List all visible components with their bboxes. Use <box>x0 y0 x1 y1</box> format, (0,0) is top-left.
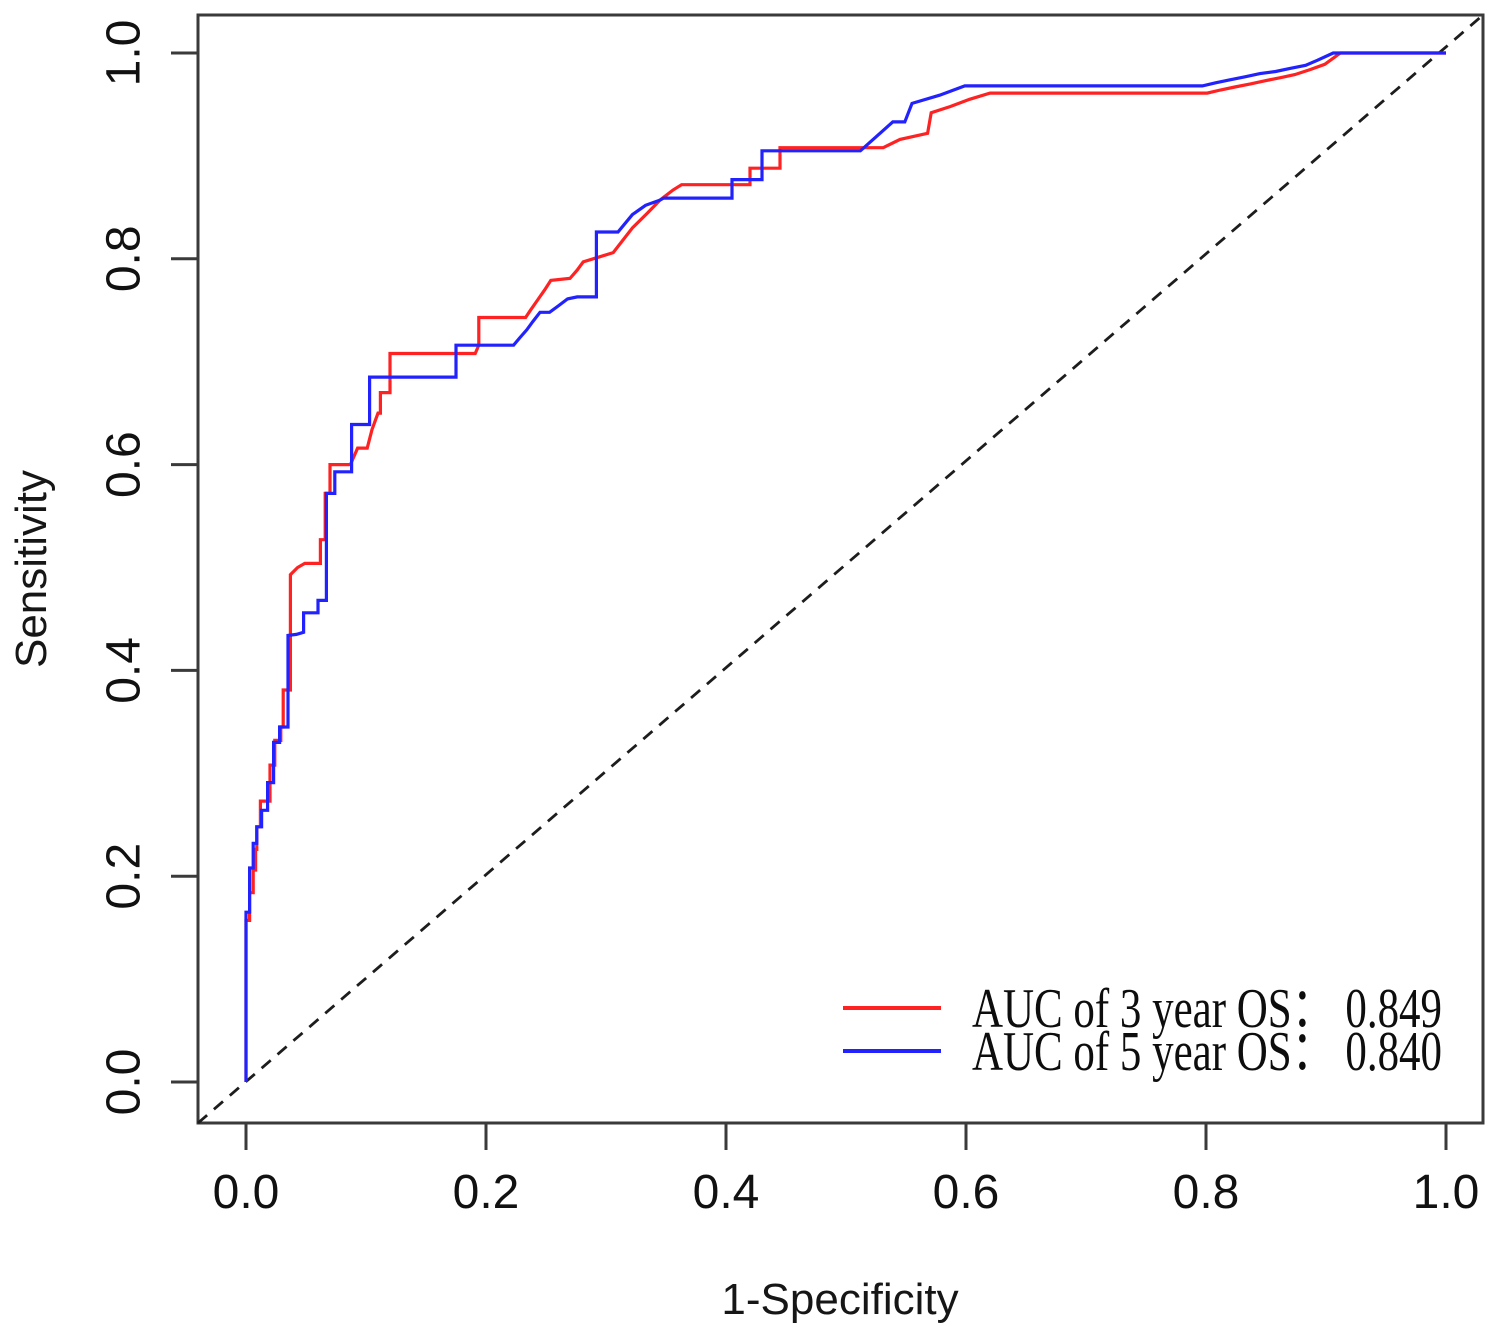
y-tick-label: 0.4 <box>98 637 151 704</box>
x-tick-label: 1.0 <box>1413 1166 1480 1219</box>
legend: AUC of 3 year OS： 0.849 AUC of 5 year OS… <box>843 978 1442 1083</box>
x-axis-title: 1-Specificity <box>721 1275 958 1324</box>
x-tick-label: 0.4 <box>693 1166 760 1219</box>
y-tick-label: 0.2 <box>98 843 151 910</box>
axes-layer: 0.0 0.2 0.4 0.6 0.8 1.0 0.0 0.2 0.4 0.6 0.8 1.0 <box>98 20 1480 1219</box>
plot-box <box>196 13 1485 1125</box>
curves-layer <box>197 13 1484 1125</box>
x-tick-label: 0.0 <box>213 1166 280 1219</box>
x-tick-label: 0.6 <box>933 1166 1000 1219</box>
y-tick-label: 1.0 <box>98 20 151 87</box>
roc-curve-3yr <box>244 51 1446 1082</box>
x-tick-label: 0.8 <box>1173 1166 1240 1219</box>
x-tick-label: 0.2 <box>453 1166 520 1219</box>
reference-diagonal <box>197 13 1484 1125</box>
legend-label-5yr: AUC of 5 year OS： 0.840 <box>972 1021 1442 1083</box>
y-tick-label: 0.8 <box>98 225 151 292</box>
y-tick-label: 0.0 <box>98 1049 151 1116</box>
roc-curve-5yr <box>244 51 1446 1082</box>
y-tick-label: 0.6 <box>98 431 151 498</box>
y-axis-title: Sensitivity <box>7 470 56 668</box>
legend-label-3yr: AUC of 3 year OS： 0.849 <box>972 978 1442 1040</box>
